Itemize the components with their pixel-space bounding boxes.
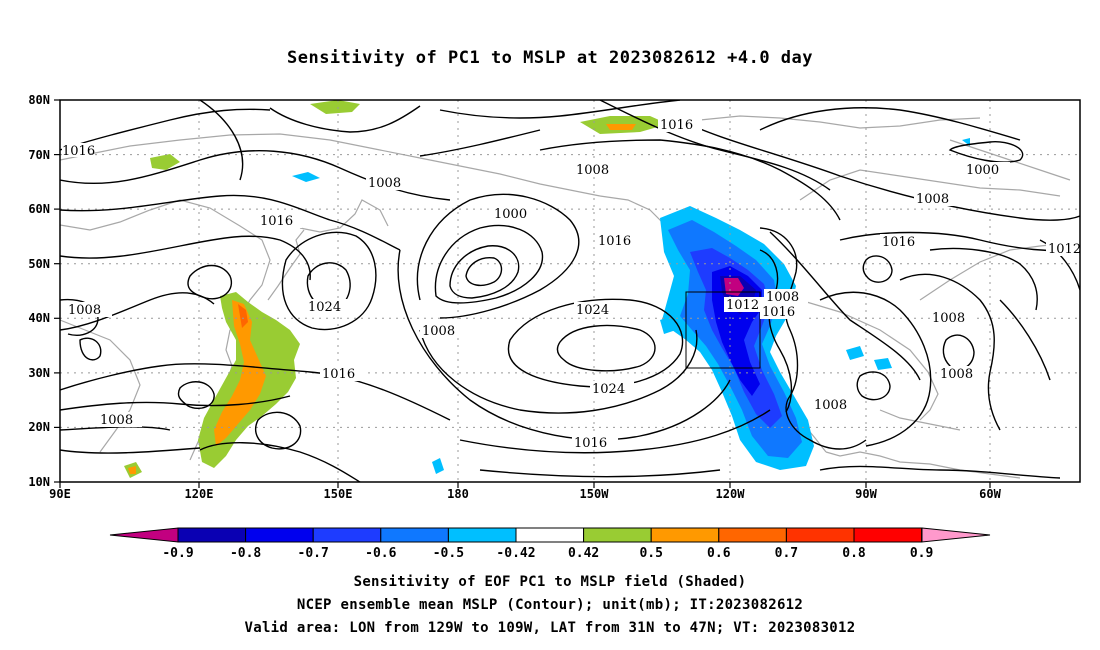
caption-line-2: NCEP ensemble mean MSLP (Contour); unit(… [296, 597, 804, 613]
pos-blob-2 [150, 154, 180, 170]
map-title: Sensitivity of PC1 to MSLP at 2023082612… [286, 48, 813, 68]
lon-label-180: 180 [447, 487, 469, 501]
lat-label-50n: 50N [28, 257, 50, 271]
colorbar-label: -0.5 [433, 546, 464, 561]
colorbar-cell [447, 527, 517, 543]
lon-label-60w: 60W [979, 487, 1001, 501]
colorbar: -0.9 -0.8 -0.7 -0.6 -0.5 -0.42 0.42 0.5 0.6 0.7 0.… [109, 527, 991, 561]
contour-label: 1008 [766, 290, 799, 305]
colorbar-high-end [921, 527, 991, 543]
colorbar-cell [177, 527, 247, 543]
contour-labels: 1016 1008 1016 1024 1008 1016 1008 1000 … [62, 117, 1081, 451]
contour-label: 1008 [814, 398, 847, 413]
lat-label-10n: 10N [28, 475, 50, 489]
colorbar-label: -0.8 [230, 546, 261, 561]
colorbar-label: 0.7 [775, 546, 798, 561]
contour-label: 1008 [940, 367, 973, 382]
contour-label: 1000 [966, 163, 999, 178]
lat-label-70n: 70N [28, 148, 50, 162]
lon-label-120w: 120W [716, 487, 746, 501]
lat-label-30n: 30N [28, 366, 50, 380]
contour-label: 1024 [576, 303, 609, 318]
contour-label: 1000 [494, 207, 527, 222]
colorbar-cell [853, 527, 923, 543]
colorbar-cell [312, 527, 382, 543]
pos-blob-4 [606, 124, 636, 130]
colorbar-cell [650, 527, 720, 543]
plot-border [59, 99, 1081, 483]
lon-label-90e: 90E [49, 487, 71, 501]
lat-labels: 80N 70N 60N 50N 40N 30N 20N 10N [28, 93, 50, 489]
pos-blob-6 [128, 466, 136, 474]
contour-label: 1008 [576, 163, 609, 178]
lon-label-150w: 150W [580, 487, 610, 501]
colorbar-label: -0.6 [365, 546, 396, 561]
colorbar-cell [245, 527, 314, 543]
colorbar-label: -0.42 [496, 546, 535, 561]
pos-region-darkorange [238, 304, 248, 328]
contour-label: 1016 [62, 144, 95, 159]
lat-label-60n: 60N [28, 202, 50, 216]
contour-label: 1016 [574, 436, 607, 451]
gridlines [60, 100, 1080, 482]
colorbar-label: 0.5 [639, 546, 662, 561]
colorbar-label: 0.8 [842, 546, 866, 561]
contour-label: 1008 [368, 176, 401, 191]
colorbar-label: -0.9 [162, 546, 193, 561]
contour-label: 1024 [592, 382, 625, 397]
contour-label: 1008 [916, 192, 949, 207]
pos-blob-1 [310, 100, 360, 114]
contour-label: 1012 [726, 298, 759, 313]
contour-label: 1024 [308, 300, 341, 315]
neg-blob-3 [846, 346, 864, 360]
contour-label: 1016 [598, 234, 631, 249]
contour-label: 1008 [422, 324, 455, 339]
colorbar-label: 0.42 [568, 546, 599, 561]
colorbar-cell [718, 527, 787, 543]
axis-ticks [54, 99, 991, 488]
colorbar-cell [583, 527, 652, 543]
colorbar-cell [380, 527, 449, 543]
neg-blob-2 [432, 458, 444, 474]
contour-label: 1016 [322, 367, 355, 382]
contour-label: 1016 [882, 235, 915, 250]
colorbar-label: 0.6 [707, 546, 731, 561]
lon-label-150e: 150E [324, 487, 353, 501]
contour-label: 1016 [260, 214, 293, 229]
caption-line-3: Valid area: LON from 129W to 109W, LAT f… [244, 620, 856, 636]
neg-blob-6 [660, 316, 676, 334]
lat-label-80n: 80N [28, 93, 50, 107]
neg-blob-1 [292, 172, 320, 182]
colorbar-label: -0.7 [298, 546, 329, 561]
lat-label-40n: 40N [28, 311, 50, 325]
lon-label-90w: 90W [855, 487, 877, 501]
contour-label: 1008 [68, 303, 101, 318]
pos-region-orange [214, 300, 266, 446]
lon-labels: 90E 120E 150E 180 150W 120W 90W 60W [49, 487, 1001, 501]
neg-blob-5 [962, 138, 970, 146]
mslp-contours [60, 100, 1080, 482]
colorbar-label: 0.9 [910, 546, 933, 561]
contour-label: 1008 [932, 311, 965, 326]
caption-line-1: Sensitivity of EOF PC1 to MSLP field (Sh… [353, 574, 747, 590]
contour-label: 1008 [100, 413, 133, 428]
lat-label-20n: 20N [28, 420, 50, 434]
colorbar-cell [785, 527, 855, 543]
lon-label-120e: 120E [185, 487, 214, 501]
contour-label: 1016 [660, 118, 693, 133]
contour-label: 1012 [1048, 242, 1081, 257]
valid-area-box [685, 291, 761, 369]
colorbar-cell [515, 527, 585, 543]
colorbar-low-end [109, 527, 179, 543]
contour-label: 1016 [762, 305, 795, 320]
neg-blob-4 [874, 358, 892, 370]
